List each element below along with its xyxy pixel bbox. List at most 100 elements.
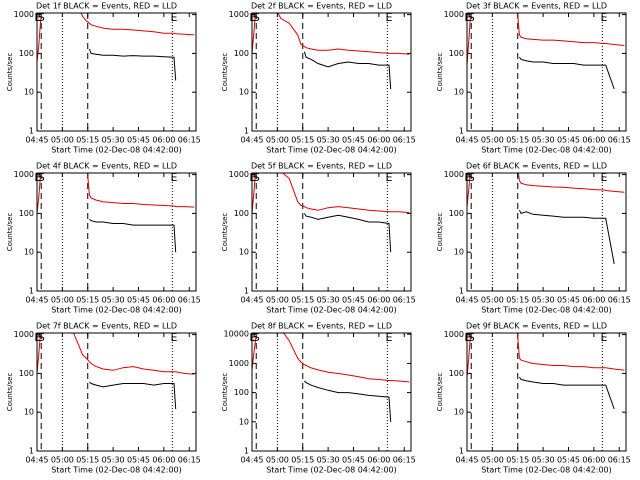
x-tick-label: 06:00 [367,456,390,465]
x-tick-label: 06:15 [608,296,631,305]
y-axis-title: Counts/sec [436,213,444,252]
x-tick-label: 06:00 [582,296,605,305]
panel-title: Det 9f BLACK = Events, RED = LLD [466,322,607,331]
x-tick-label: 05:00 [266,296,289,305]
y-tick-label: 100 [449,369,464,378]
x-tick-label: 05:30 [102,296,125,305]
x-axis-title: Start Time (02-Dec-08 04:42:00) [51,466,182,475]
plot-frame [251,172,412,292]
x-tick-label: 05:30 [532,296,555,305]
y-tick-label: 100 [234,209,249,218]
x-tick-label: 05:30 [102,136,125,145]
x-tick-label: 06:00 [152,136,175,145]
y-tick-label: 10 [24,248,34,257]
series-line [252,173,410,214]
x-tick-label: 05:45 [342,136,365,145]
annotation: E [386,171,393,184]
y-tick-label: 1 [459,447,464,456]
x-tick-label: 04:45 [240,296,263,305]
y-axis-title: Counts/sec [6,373,14,412]
x-tick-label: 04:45 [25,136,48,145]
series-line [89,219,177,253]
annotation: E [34,331,41,344]
x-tick-label: 06:00 [152,456,175,465]
x-axis-title: Start Time (02-Dec-08 04:42:00) [266,466,397,475]
x-tick-label: 05:00 [481,296,504,305]
annotation: E [34,11,41,24]
y-axis-title: Counts/sec [436,53,444,92]
x-tick-label: 04:45 [455,296,478,305]
panel: Det 2f BLACK = Events, RED = LLD Start Ti… [221,2,416,155]
annotation: E [249,11,256,24]
y-tick-label: 1000 [444,10,464,19]
series-line [519,376,615,410]
x-tick-label: 05:30 [102,456,125,465]
series-line [89,381,177,410]
y-tick-label: 1 [29,127,34,136]
series-line [37,333,195,375]
panel: Det 5f BLACK = Events, RED = LLD Start Ti… [221,162,416,315]
series-line [304,380,392,422]
y-tick-label: 1000 [14,330,34,339]
panel: Det 3f BLACK = Events, RED = LLD Start Ti… [436,2,631,155]
y-axis-title: Counts/sec [6,53,14,92]
x-tick-label: 06:15 [393,456,416,465]
y-tick-label: 10 [454,88,464,97]
annotation: S [38,331,45,344]
y-tick-label: 1000 [444,170,464,179]
panel: Det 9f BLACK = Events, RED = LLD Start Ti… [436,322,631,475]
series-line [519,56,615,90]
y-axis-title: Counts/sec [436,373,444,412]
annotation: E [464,331,471,344]
y-tick-label: 1 [29,287,34,296]
series-line [467,13,625,66]
x-axis-title: Start Time (02-Dec-08 04:42:00) [51,146,182,155]
annotation: S [468,331,475,344]
y-tick-label: 100 [449,209,464,218]
x-tick-label: 05:15 [506,136,529,145]
x-axis-title: Start Time (02-Dec-08 04:42:00) [481,466,612,475]
x-tick-label: 06:00 [367,296,390,305]
annotation: S [253,171,260,184]
y-tick-label: 10 [24,88,34,97]
annotation: E [464,11,471,24]
x-tick-label: 05:15 [291,456,314,465]
x-tick-label: 05:00 [51,456,74,465]
x-tick-label: 06:00 [152,296,175,305]
y-axis-title: Counts/sec [221,213,229,252]
plot-frame [251,332,412,452]
y-axis-title: Counts/sec [221,373,229,412]
plot-frame [36,332,197,452]
x-tick-label: 05:45 [342,296,365,305]
x-tick-label: 05:15 [76,296,99,305]
y-tick-label: 10 [454,408,464,417]
panel-title: Det 1f BLACK = Events, RED = LLD [36,2,177,11]
x-tick-label: 06:15 [608,456,631,465]
x-tick-label: 04:45 [25,456,48,465]
x-tick-label: 05:30 [532,456,555,465]
y-tick-label: 1000 [444,330,464,339]
x-tick-label: 06:00 [582,456,605,465]
annotation: S [468,171,475,184]
x-tick-label: 06:00 [582,136,605,145]
series-line [252,333,410,383]
panel: Det 4f BLACK = Events, RED = LLD Start Ti… [6,162,201,315]
plot-frame [251,12,412,132]
plot-frame [466,332,627,452]
x-tick-label: 05:15 [506,296,529,305]
panel: Det 8f BLACK = Events, RED = LLD Start Ti… [221,322,416,475]
y-tick-label: 100 [449,49,464,58]
y-tick-label: 100 [234,49,249,58]
annotation: S [38,11,45,24]
series-line [467,333,625,378]
y-axis-title: Counts/sec [221,53,229,92]
y-tick-label: 100 [19,209,34,218]
y-tick-label: 10 [239,248,249,257]
x-tick-label: 04:45 [240,456,263,465]
x-tick-label: 05:45 [557,456,580,465]
plot-frame [466,172,627,292]
panel: Det 6f BLACK = Events, RED = LLD Start Ti… [436,162,631,315]
x-axis-title: Start Time (02-Dec-08 04:42:00) [481,146,612,155]
